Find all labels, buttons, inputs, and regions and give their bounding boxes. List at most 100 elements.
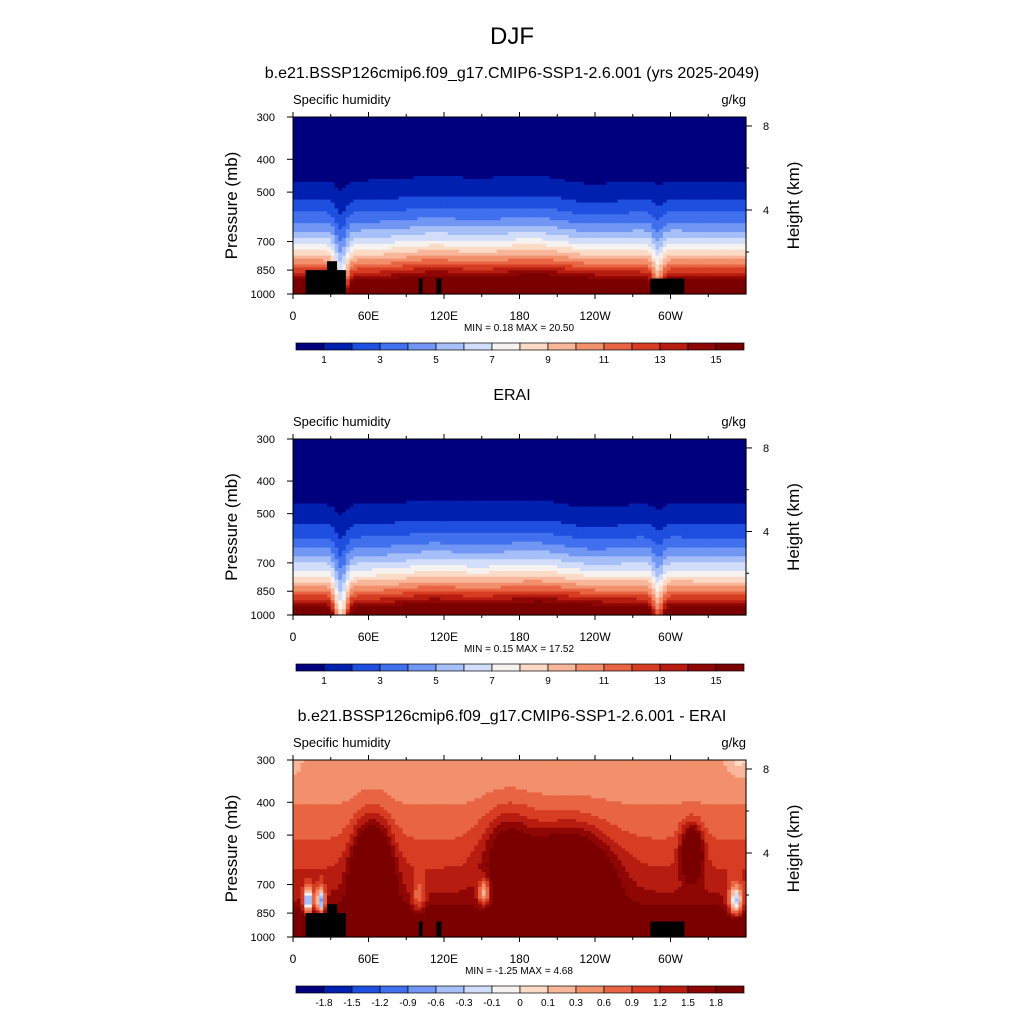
- heatmap-cell: [727, 217, 732, 221]
- heatmap-cell: [738, 187, 743, 192]
- heatmap-cell: [538, 202, 543, 207]
- heatmap-cell: [372, 155, 377, 159]
- heatmap-cell: [598, 155, 604, 159]
- heatmap-cell: [417, 122, 422, 127]
- heatmap-cell: [621, 149, 626, 153]
- heatmap-cell: [315, 125, 321, 130]
- heatmap-cell: [394, 137, 400, 142]
- heatmap-cell: [379, 155, 385, 159]
- heatmap-cell: [628, 167, 634, 171]
- heatmap-cell: [515, 211, 521, 215]
- heatmap-cell: [647, 220, 653, 224]
- heatmap-cell: [413, 176, 419, 180]
- heatmap-cell: [511, 217, 517, 221]
- heatmap-cell: [334, 125, 339, 130]
- heatmap-cell: [334, 187, 339, 192]
- heatmap-cell: [308, 184, 313, 189]
- heatmap-cell: [508, 170, 513, 174]
- heatmap-cell: [368, 117, 373, 121]
- heatmap-cell: [587, 164, 592, 168]
- heatmap-cell: [674, 143, 679, 148]
- heatmap-cell: [417, 187, 422, 192]
- heatmap-cell: [527, 122, 532, 127]
- heatmap-cell: [357, 125, 362, 130]
- heatmap-cell: [334, 119, 339, 124]
- heatmap-cell: [640, 178, 645, 183]
- heatmap-cell: [696, 143, 702, 148]
- heatmap-cell: [345, 199, 351, 204]
- heatmap-cell: [436, 176, 441, 180]
- heatmap-cell: [647, 181, 653, 186]
- heatmap-cell: [470, 220, 475, 224]
- heatmap-cell: [534, 155, 539, 159]
- heatmap-cell: [579, 140, 585, 145]
- heatmap-cell: [723, 167, 728, 171]
- heatmap-cell: [387, 199, 392, 204]
- heatmap-cell: [742, 181, 747, 186]
- heatmap-cell: [406, 178, 411, 183]
- heatmap-cell: [474, 181, 479, 186]
- heatmap-cell: [425, 226, 430, 230]
- heatmap-cell: [632, 184, 638, 189]
- heatmap-cell: [553, 134, 558, 139]
- heatmap-cell: [334, 193, 339, 198]
- heatmap-cell: [447, 170, 453, 174]
- heatmap-cell: [379, 117, 385, 121]
- heatmap-cell: [534, 214, 539, 218]
- heatmap-cell: [410, 223, 415, 227]
- heatmap-cell: [300, 184, 305, 189]
- heatmap-cell: [696, 214, 702, 218]
- heatmap-cell: [462, 199, 468, 204]
- heatmap-cell: [632, 140, 638, 145]
- heatmap-cell: [451, 164, 456, 168]
- heatmap-cell: [730, 134, 736, 139]
- heatmap-cell: [489, 190, 494, 195]
- heatmap-cell: [662, 170, 668, 174]
- heatmap-cell: [394, 158, 400, 162]
- heatmap-cell: [459, 208, 464, 212]
- heatmap-cell: [342, 170, 347, 174]
- heatmap-cell: [583, 187, 589, 192]
- heatmap-cell: [383, 214, 388, 218]
- heatmap-cell: [613, 176, 619, 180]
- heatmap-cell: [523, 143, 528, 148]
- heatmap-cell: [538, 211, 543, 215]
- heatmap-cell: [410, 140, 415, 145]
- heatmap-cell: [410, 217, 415, 221]
- heatmap-cell: [598, 223, 604, 227]
- heatmap-cell: [315, 181, 321, 186]
- heatmap-cell: [606, 119, 611, 124]
- heatmap-cell: [376, 146, 381, 151]
- heatmap-cell: [715, 134, 721, 139]
- heatmap-cell: [678, 208, 683, 212]
- heatmap-cell: [432, 152, 438, 156]
- heatmap-cell: [357, 181, 362, 186]
- heatmap-cell: [674, 137, 679, 142]
- heatmap-cell: [696, 167, 702, 171]
- heatmap-cell: [323, 167, 328, 171]
- heatmap-cell: [712, 170, 717, 174]
- heatmap-cell: [319, 202, 324, 207]
- heatmap-cell: [489, 205, 494, 210]
- heatmap-cell: [689, 167, 694, 171]
- heatmap-cell: [477, 155, 483, 159]
- heatmap-cell: [451, 223, 456, 227]
- heatmap-cell: [715, 161, 721, 165]
- heatmap-cell: [293, 211, 298, 215]
- heatmap-cell: [349, 217, 355, 221]
- heatmap-cell: [534, 205, 539, 210]
- heatmap-cell: [391, 119, 396, 124]
- heatmap-cell: [678, 131, 683, 136]
- heatmap-cell: [470, 164, 475, 168]
- heatmap-cell: [402, 167, 407, 171]
- heatmap-cell: [644, 217, 649, 221]
- heatmap-cell: [587, 149, 592, 153]
- heatmap-cell: [515, 223, 521, 227]
- heatmap-cell: [670, 176, 675, 180]
- heatmap-cell: [470, 140, 475, 145]
- heatmap-cell: [568, 199, 573, 204]
- heatmap-cell: [527, 199, 532, 204]
- heatmap-cell: [636, 205, 641, 210]
- heatmap-cell: [530, 161, 536, 165]
- heatmap-cell: [394, 146, 400, 151]
